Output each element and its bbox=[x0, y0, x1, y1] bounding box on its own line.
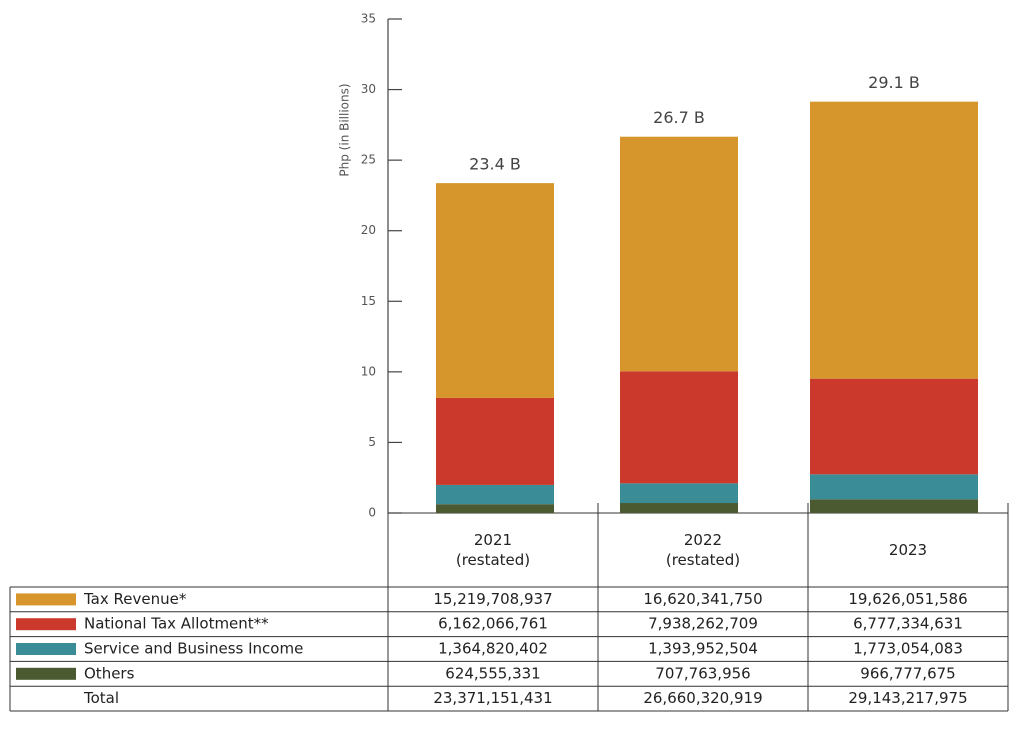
legend-swatch bbox=[16, 667, 76, 680]
table-cell: 1,364,820,402 bbox=[438, 640, 548, 658]
bar-segment bbox=[620, 371, 738, 484]
legend-label: Tax Revenue* bbox=[83, 590, 187, 608]
column-header: 2022 (restated) bbox=[665, 531, 741, 569]
bar-segment bbox=[436, 183, 554, 398]
y-tick-label: 10 bbox=[361, 364, 376, 378]
table-cell: 624,555,331 bbox=[445, 664, 540, 682]
bar-segment bbox=[810, 499, 978, 513]
legend-swatch bbox=[16, 643, 76, 655]
bar-segment bbox=[436, 397, 554, 485]
y-tick-label: 15 bbox=[361, 294, 376, 308]
y-axis-title: Php (in Billions) bbox=[338, 83, 352, 176]
y-tick-label: 25 bbox=[361, 153, 376, 167]
table-cell: 29,143,217,975 bbox=[848, 689, 967, 707]
bar-segment bbox=[810, 101, 978, 379]
legend-swatch bbox=[16, 593, 76, 606]
table-cell: 966,777,675 bbox=[860, 664, 955, 682]
bar-segment bbox=[620, 503, 738, 513]
y-tick-label: 0 bbox=[368, 506, 376, 520]
bar-segment bbox=[620, 136, 738, 372]
total-annotation: 23.4 B bbox=[469, 155, 521, 174]
table-cell: 19,626,051,586 bbox=[848, 590, 967, 608]
legend-swatch bbox=[16, 618, 76, 631]
table-cell: 1,773,054,083 bbox=[853, 640, 963, 658]
bar-segment bbox=[620, 483, 738, 504]
table-cell: 6,162,066,761 bbox=[438, 615, 548, 633]
total-annotation: 29.1 B bbox=[868, 73, 920, 92]
legend-label: Service and Business Income bbox=[84, 640, 303, 658]
y-tick-label: 20 bbox=[361, 223, 376, 237]
total-annotation: 26.7 B bbox=[653, 108, 705, 127]
table-cell: 16,620,341,750 bbox=[643, 590, 762, 608]
bar-segment bbox=[436, 484, 554, 505]
y-tick-label: 35 bbox=[361, 12, 376, 26]
legend-label: National Tax Allotment** bbox=[84, 615, 269, 633]
column-header: 2021 (restated) bbox=[455, 531, 531, 569]
legend-label: Others bbox=[84, 664, 135, 682]
y-tick-label: 5 bbox=[368, 435, 376, 449]
bar-segment bbox=[810, 378, 978, 475]
table-cell: 15,219,708,937 bbox=[433, 590, 552, 608]
bar-segment bbox=[436, 504, 554, 513]
table-cell: 6,777,334,631 bbox=[853, 615, 963, 633]
total-label: Total bbox=[83, 689, 119, 707]
y-tick-label: 30 bbox=[361, 82, 376, 96]
bar-segment bbox=[810, 474, 978, 500]
column-header: 2023 bbox=[888, 541, 928, 559]
table-cell: 7,938,262,709 bbox=[648, 615, 758, 633]
table-cell: 23,371,151,431 bbox=[433, 689, 552, 707]
table-cell: 707,763,956 bbox=[655, 664, 750, 682]
table-cell: 1,393,952,504 bbox=[648, 640, 758, 658]
table-cell: 26,660,320,919 bbox=[643, 689, 762, 707]
